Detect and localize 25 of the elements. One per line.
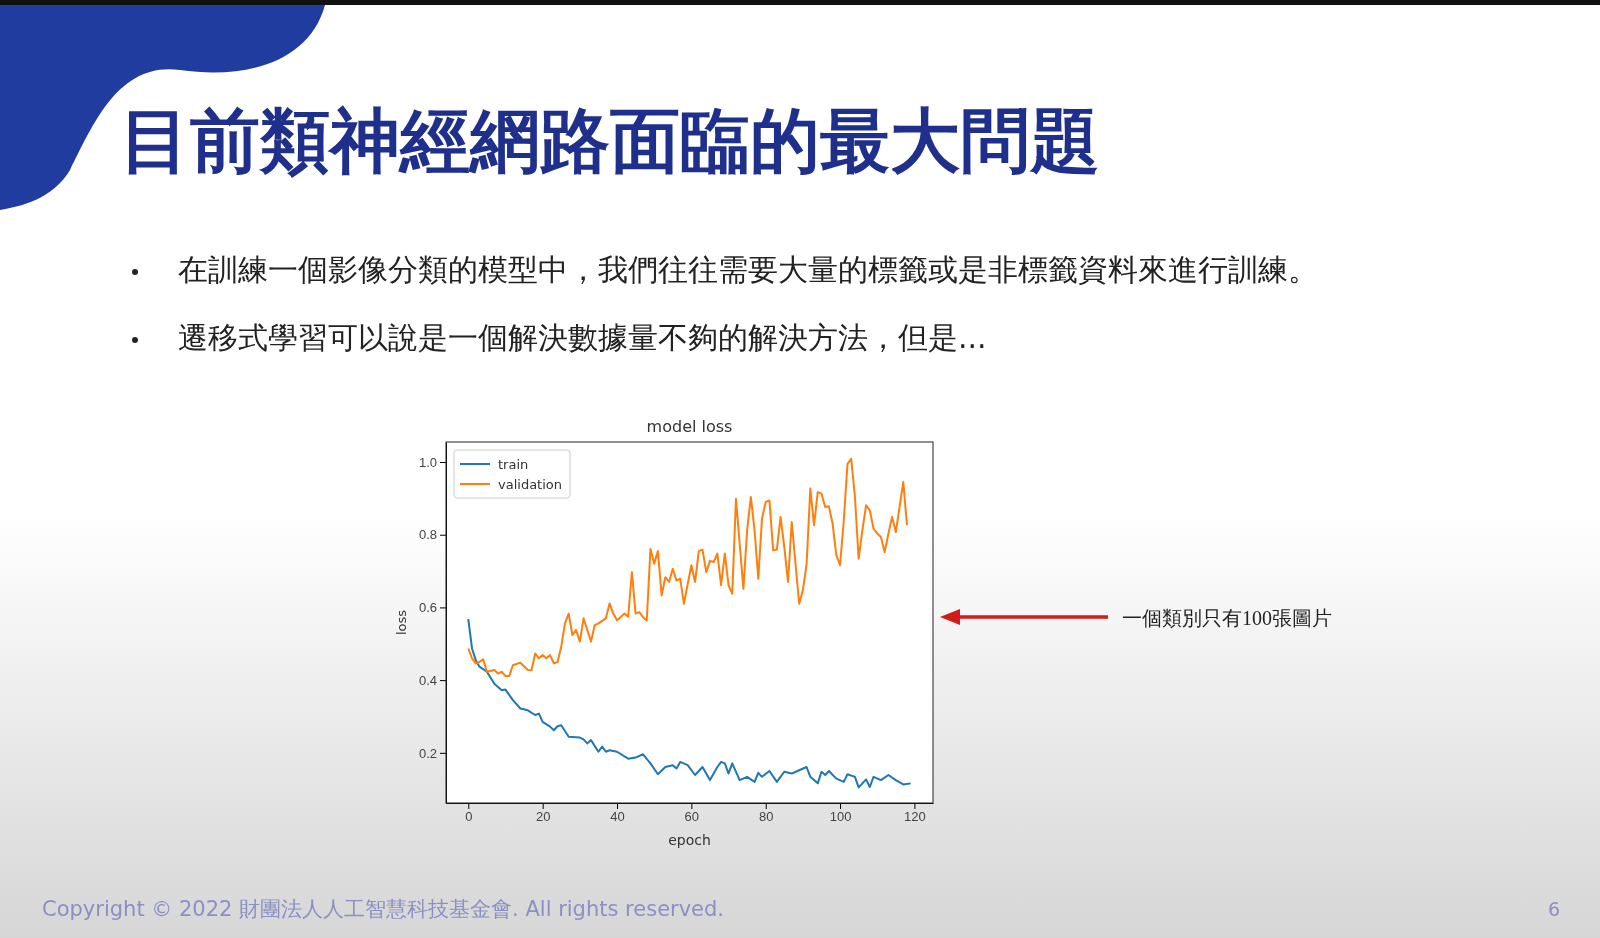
line-series (467, 457, 908, 678)
x-tick-label: 120 (904, 809, 926, 825)
x-tick-label: 0 (465, 809, 473, 825)
y-tick-label: 0.6 (418, 600, 437, 616)
text: Copyright © 2022 財團法人人工智慧科技基金會. All rights reserved. (42, 897, 725, 921)
y-tick-label: 0.8 (418, 527, 437, 543)
x-tick-label: 100 (829, 809, 852, 825)
x-axis-title: epoch (668, 832, 711, 848)
x-tick-label: 80 (758, 809, 774, 825)
text: 在訓練一個影像分類的模型中，我們往往需要大量的標籤或是非標籤資料來進行訓練。 (178, 252, 1318, 287)
legend-label: validation (498, 477, 563, 492)
y-tick-label: 0.2 (418, 745, 437, 761)
y-tick-label: 0.4 (418, 672, 437, 688)
line-series (467, 618, 912, 789)
x-tick-label: 60 (684, 809, 700, 825)
y-tick-label: 1.0 (418, 454, 437, 470)
legend-label: train (498, 457, 529, 472)
chart-title: 目前類神經網路面臨的最大問題 (120, 100, 1100, 182)
x-tick-label: 40 (610, 809, 625, 825)
x-tick-label: 20 (535, 809, 551, 825)
text: 6 (1548, 898, 1561, 920)
text: 一個類別只有100張圖片 (1122, 607, 1332, 629)
y-axis-title: loss (394, 609, 409, 636)
chart-subtitle: model loss (646, 417, 733, 436)
text: 遷移式學習可以說是一個解決數據量不夠的解決方法，但是... (178, 320, 987, 355)
